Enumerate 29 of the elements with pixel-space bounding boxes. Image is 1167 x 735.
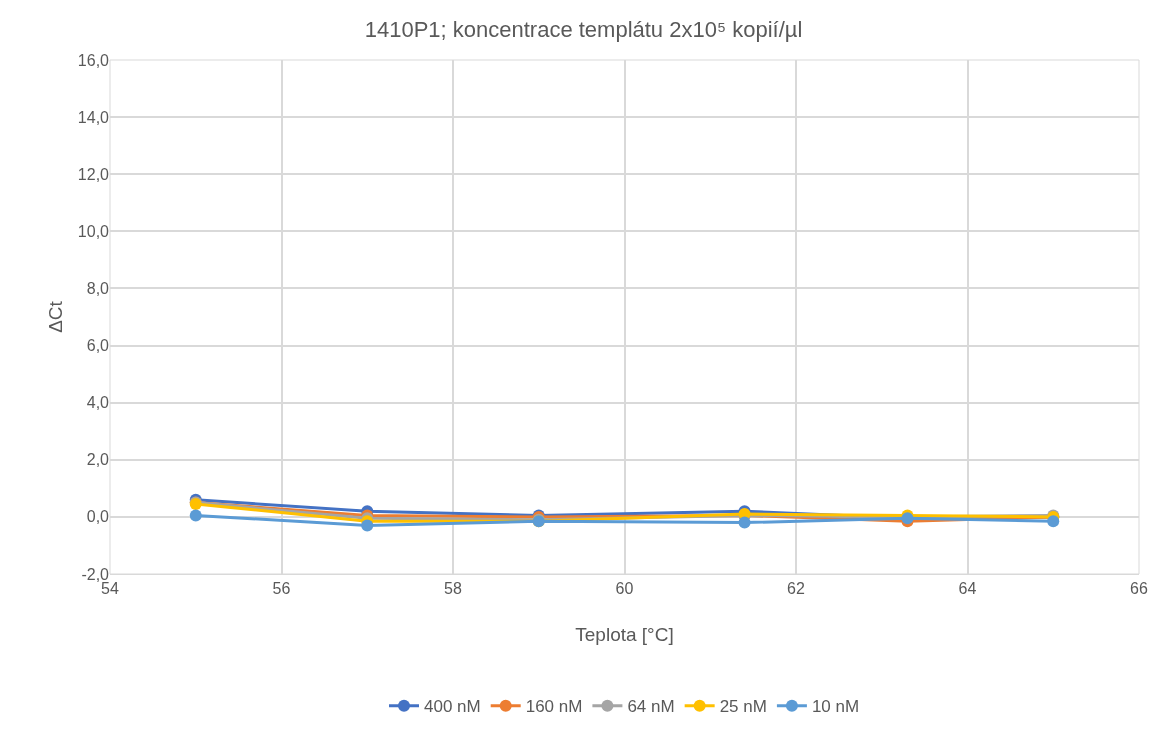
x-tick-label: 60 <box>615 580 634 598</box>
legend-label: 64 nM <box>627 697 675 717</box>
y-tick-label: 0,0 <box>86 508 110 526</box>
y-tick-label: 4,0 <box>86 394 110 412</box>
legend-label: 400 nM <box>424 697 481 717</box>
legend-label: 10 nM <box>811 697 860 717</box>
point <box>361 519 374 532</box>
point <box>738 516 751 529</box>
x-tick-label: 64 <box>958 580 977 598</box>
x-tick-label: 56 <box>272 580 291 598</box>
y-tick-label: 16,0 <box>77 51 110 69</box>
y-tick-label: 12,0 <box>77 165 110 183</box>
point <box>1047 515 1060 528</box>
point <box>189 509 202 522</box>
y-tick-label: 2,0 <box>86 451 110 469</box>
y-tick-label: 14,0 <box>77 108 110 126</box>
x-axis-title: Teplota [°C] <box>575 624 674 645</box>
x-tick-label: 58 <box>444 580 462 598</box>
chart-title: 1410P1; koncentrace templátu 2x10⁵ kopií/µl <box>364 17 803 43</box>
y-tick-label: 10,0 <box>77 222 110 240</box>
y-tick-label: 8,0 <box>86 280 110 298</box>
y-tick-label: -2,0 <box>81 565 110 583</box>
legend-label: 160 nM <box>525 697 583 717</box>
x-tick-label: 62 <box>787 580 805 598</box>
x-tick-label: 54 <box>101 580 119 598</box>
y-axis-title: ΔCt <box>45 300 66 333</box>
legend-label: 25 nM <box>719 697 767 717</box>
y-tick-label: 6,0 <box>86 337 110 355</box>
x-tick-label: 66 <box>1130 580 1148 598</box>
